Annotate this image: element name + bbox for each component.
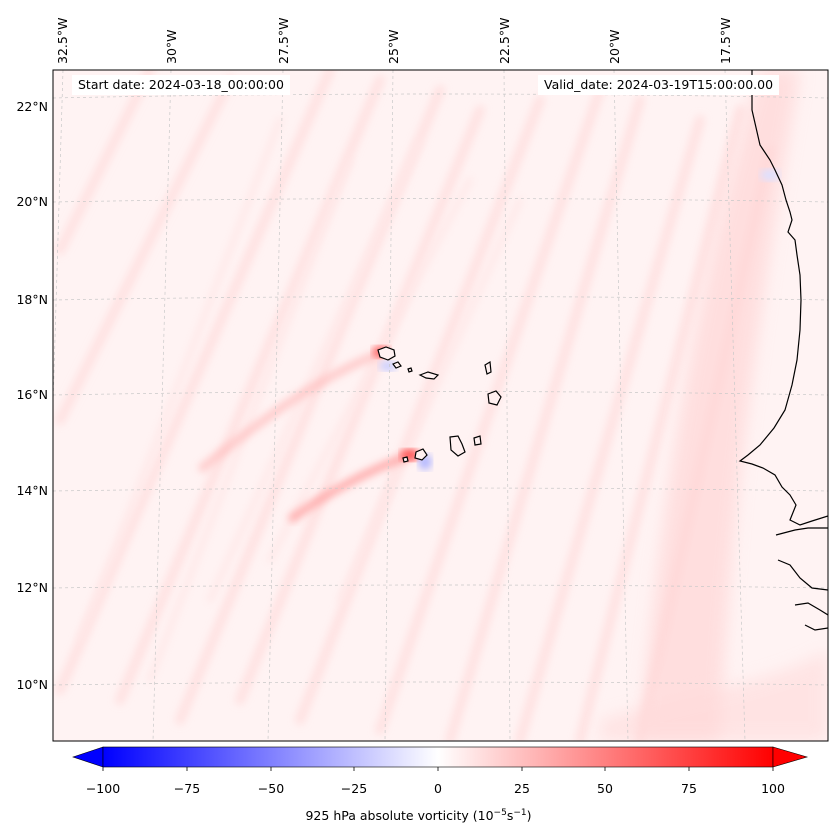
colorbar-tick: 0 <box>434 781 442 796</box>
coastlines <box>738 70 828 631</box>
island-santo-antao <box>377 346 396 361</box>
lat-label-18n: 18°N <box>16 292 48 307</box>
colorbar-extend-high <box>772 746 809 768</box>
lon-label-22-5w: 22.5°W <box>497 17 512 64</box>
cape-verde-islands <box>377 346 502 463</box>
lat-label-12n: 12°N <box>16 580 48 595</box>
island-maio <box>473 435 482 446</box>
lon-label-25w: 25°W <box>386 29 401 64</box>
vorticity-field <box>55 70 828 741</box>
island-sal <box>484 360 492 375</box>
colorbar <box>72 746 809 771</box>
colorbar-tick: 25 <box>514 781 530 796</box>
lon-label-17-5w: 17.5°W <box>718 17 733 64</box>
graticule <box>53 70 828 741</box>
lon-label-30w: 30°W <box>164 29 179 64</box>
map-frame <box>52 69 829 742</box>
lat-label-16n: 16°N <box>16 387 48 402</box>
colorbar-extend-low <box>72 746 104 768</box>
colorbar-tick: −25 <box>340 781 368 796</box>
lon-label-20w: 20°W <box>607 29 622 64</box>
lat-label-20n: 20°N <box>16 194 48 209</box>
valid-date-label: Valid_date: 2024-03-19T15:00:00.00 <box>538 75 780 95</box>
island-sao-nicolau <box>418 371 440 380</box>
start-date-label: Start date: 2024-03-18_00:00:00 <box>72 75 290 95</box>
colorbar-tick: 50 <box>597 781 613 796</box>
lon-label-27-5w: 27.5°W <box>276 17 291 64</box>
lat-label-22n: 22°N <box>16 99 48 114</box>
colorbar-bar <box>102 746 774 768</box>
colorbar-tick: −75 <box>173 781 201 796</box>
lat-label-10n: 10°N <box>16 677 48 692</box>
africa-coastline <box>738 70 828 526</box>
lat-label-14n: 14°N <box>16 483 48 498</box>
lon-label-32-5w: 32.5°W <box>55 17 70 64</box>
island-sao-vicente <box>392 361 402 369</box>
colorbar-tick: −100 <box>85 781 121 796</box>
colorbar-tick: 100 <box>761 781 785 796</box>
island-brava <box>402 456 409 463</box>
island-boa-vista <box>487 390 502 406</box>
island-santiago <box>449 435 466 457</box>
colorbar-tick: −50 <box>257 781 285 796</box>
island-fogo <box>414 448 428 461</box>
colorbar-label: 925 hPa absolute vorticity (10−5s−1) <box>305 808 532 824</box>
colorbar-tick: 75 <box>681 781 697 796</box>
